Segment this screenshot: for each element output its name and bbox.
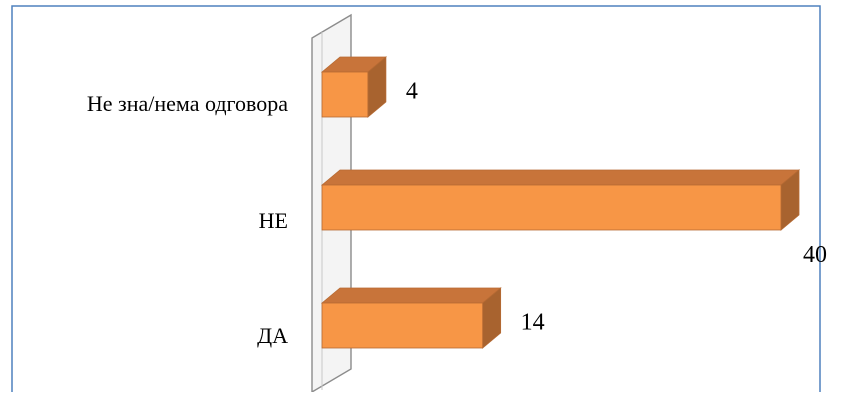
category-label: НЕ — [259, 208, 288, 233]
bar-1 — [320, 56, 388, 118]
category-label: ДА — [257, 323, 288, 348]
chart-border — [11, 5, 821, 397]
value-label: 4 — [406, 79, 418, 105]
bar-2 — [320, 169, 801, 231]
bar-front-face — [321, 184, 782, 231]
bar-top-face — [320, 287, 502, 304]
value-label: 14 — [521, 310, 545, 336]
bars-group — [320, 56, 801, 349]
bar-top-face — [320, 169, 801, 186]
bar-front-face — [321, 302, 484, 349]
category-label: Не зна/нема одговора — [87, 91, 288, 116]
bar-3 — [320, 287, 502, 349]
category-labels: Не зна/нема одговора НЕ ДА — [87, 91, 288, 348]
bar-front-face — [321, 71, 369, 118]
value-labels: 4 40 14 — [406, 79, 827, 336]
value-label: 40 — [803, 242, 827, 268]
